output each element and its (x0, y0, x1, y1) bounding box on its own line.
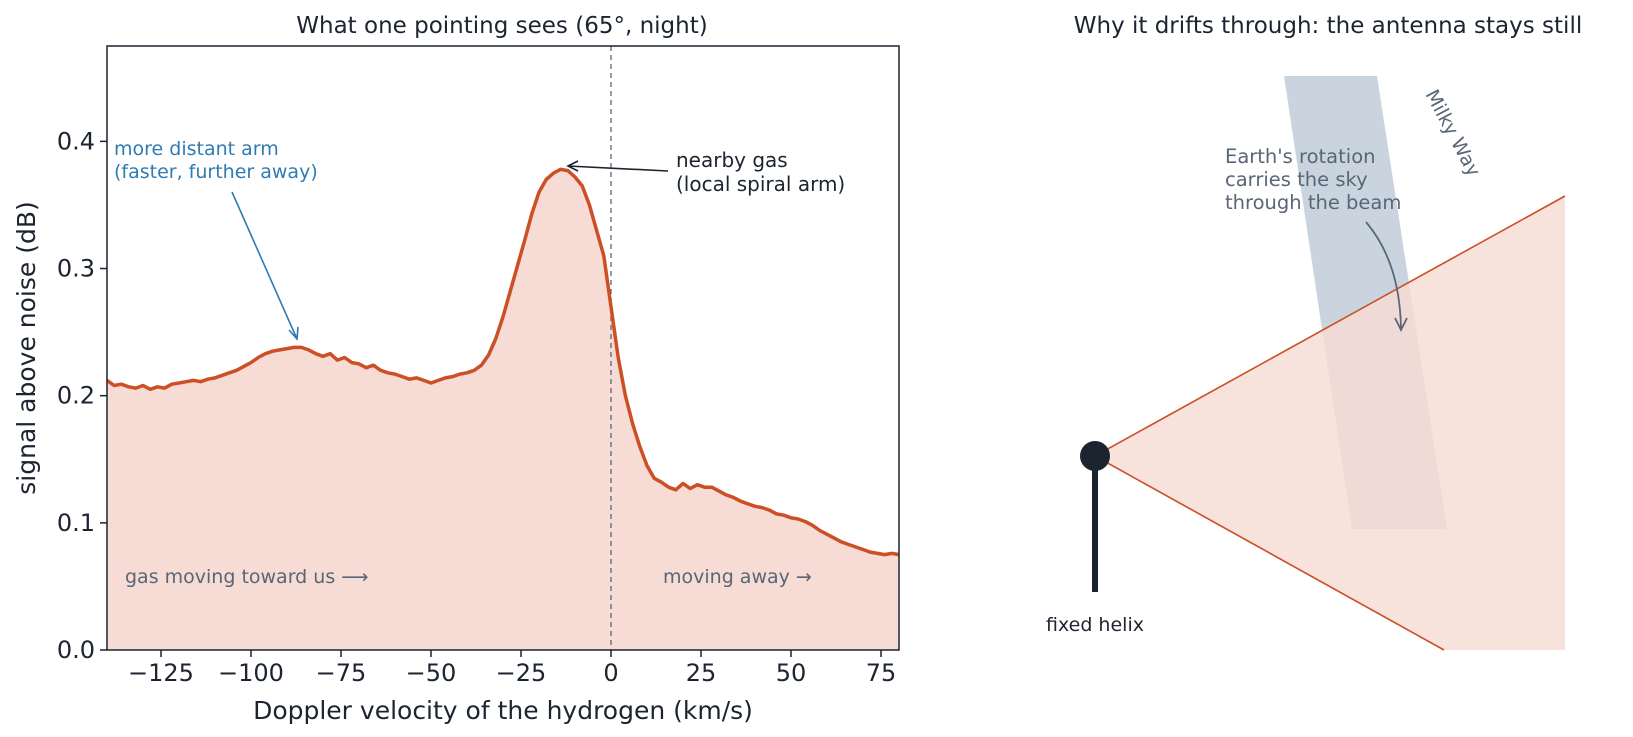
x-tick-label: 75 (866, 659, 897, 687)
spectrum-panel: What one pointing sees (65°, night) −125… (12, 13, 900, 725)
rotation-arrowhead (1394, 317, 1408, 333)
x-tick-label: 50 (776, 659, 807, 687)
beam-edge-upper (1094, 195, 1566, 457)
annotation-distant-arm: more distant arm (faster, further away) (114, 138, 318, 341)
rotation-label-line2: carries the sky (1225, 168, 1368, 191)
plot-area (105, 46, 900, 651)
x-tick-label: −125 (128, 659, 194, 687)
diagram-title: Why it drifts through: the antenna stays… (1074, 13, 1582, 39)
helix-mast (1092, 456, 1098, 592)
annotation-nearby-gas: nearby gas (local spiral arm) (566, 148, 845, 196)
x-tick-label: 0 (603, 659, 618, 687)
nearby-gas-arrow (567, 165, 669, 172)
y-tick-label: 0.4 (57, 127, 95, 155)
y-tick-label: 0.0 (57, 636, 95, 664)
spectrum-line (105, 167, 900, 557)
x-tick-label: −50 (406, 659, 457, 687)
nearby-gas-arrowhead (566, 160, 579, 172)
annotation-distant-arm-line2: (faster, further away) (114, 161, 318, 183)
y-tick-label: 0.3 (57, 255, 95, 283)
drift-diagram-panel: Why it drifts through: the antenna stays… (1046, 13, 1582, 651)
x-axis-label: Doppler velocity of the hydrogen (km/s) (253, 696, 753, 725)
x-tick-label: −75 (316, 659, 367, 687)
annotation-distant-arm-line1: more distant arm (114, 138, 279, 160)
toward-us-label: gas moving toward us ⟶ (125, 566, 369, 588)
y-tick-label: 0.1 (57, 509, 95, 537)
x-tick-label: −100 (218, 659, 284, 687)
annotation-nearby-gas-line1: nearby gas (676, 148, 788, 172)
distant-arm-arrowhead (288, 326, 299, 341)
helix-label: fixed helix (1046, 614, 1144, 636)
y-axis: 0.0 0.1 0.2 0.3 0.4 (57, 127, 107, 664)
y-tick-label: 0.2 (57, 382, 95, 410)
rotation-arrow (1365, 221, 1402, 330)
annotation-nearby-gas-line2: (local spiral arm) (676, 172, 845, 196)
plot-frame (106, 45, 900, 651)
spectrum-title: What one pointing sees (65°, night) (296, 13, 707, 39)
rotation-label-line1: Earth's rotation (1225, 145, 1375, 168)
y-axis-label: signal above noise (dB) (12, 201, 41, 494)
x-tick-label: 25 (686, 659, 717, 687)
x-axis: −125 −100 −75 −50 −25 0 25 50 75 (128, 650, 896, 687)
antenna-beam (1095, 196, 1565, 650)
milky-way-label: Milky Way (1421, 86, 1485, 180)
rotation-label-line3: through the beam (1225, 191, 1401, 214)
distant-arm-arrow (231, 191, 298, 340)
spectrum-fill-area (107, 169, 899, 651)
x-tick-label: −25 (496, 659, 547, 687)
helix-head (1080, 441, 1110, 471)
beam-edge-lower (1094, 455, 1445, 651)
moving-away-label: moving away → (663, 566, 812, 588)
